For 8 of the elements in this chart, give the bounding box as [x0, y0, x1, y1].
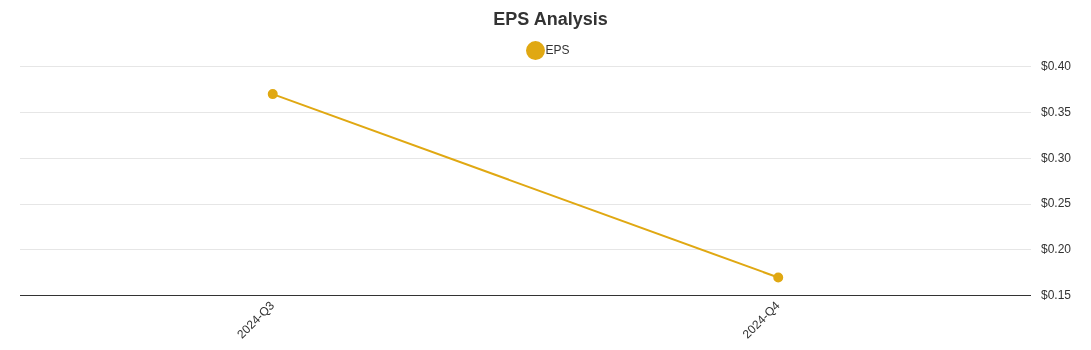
y-tick-label: $0.25 — [1040, 196, 1072, 211]
y-tick-label: $0.15 — [1040, 288, 1072, 303]
y-tick-label: $0.40 — [1040, 58, 1072, 73]
chart-title: EPS Analysis — [493, 8, 608, 29]
legend-label: EPS — [545, 42, 570, 57]
y-tick-label: $0.30 — [1040, 150, 1072, 165]
y-tick-label: $0.20 — [1040, 242, 1072, 257]
y-tick-label: $0.35 — [1040, 104, 1072, 119]
